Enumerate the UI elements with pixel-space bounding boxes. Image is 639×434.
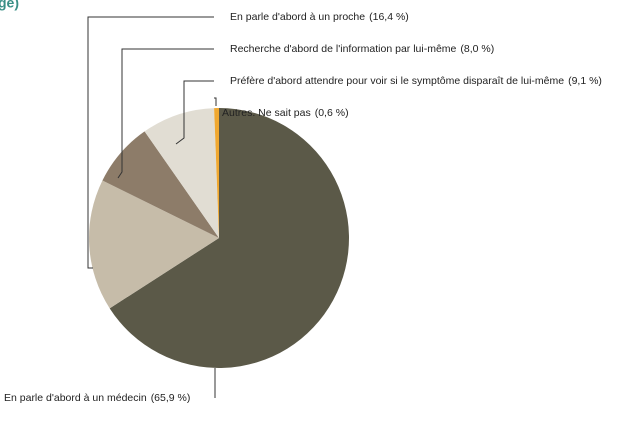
slice-label: En parle d'abord à un médecin (65,9 %) (4, 392, 190, 404)
category-label: Préfère d'abord attendre pour voir si le… (230, 75, 564, 87)
slice-label: Recherche d'abord de l'information par l… (230, 43, 494, 55)
pie-slice (144, 108, 219, 238)
value-label: (65,9 %) (151, 392, 191, 404)
value-label: (8,0 %) (460, 43, 494, 55)
pie-slice (109, 108, 349, 369)
leader-line (87, 16, 214, 269)
leader-line (175, 80, 214, 145)
category-label: En parle d'abord à un proche (230, 11, 365, 23)
leader-line (117, 48, 214, 179)
slice-label: En parle d'abord à un proche (16,4 %) (230, 11, 409, 23)
category-label: Autres. Ne sait pas (222, 107, 311, 119)
category-label: Recherche d'abord de l'information par l… (230, 43, 457, 55)
category-label: En parle d'abord à un médecin (4, 392, 147, 404)
pie-slice (88, 180, 219, 309)
slice-label: Préfère d'abord attendre pour voir si le… (230, 75, 602, 87)
pie-slice (214, 108, 219, 238)
leader-line (214, 97, 217, 106)
chart-title: ge) (0, 0, 19, 11)
slice-label: Autres. Ne sait pas (0,6 %) (222, 107, 349, 119)
value-label: (0,6 %) (315, 107, 349, 119)
value-label: (16,4 %) (369, 11, 409, 23)
value-label: (9,1 %) (568, 75, 602, 87)
pie-slice (102, 131, 219, 238)
